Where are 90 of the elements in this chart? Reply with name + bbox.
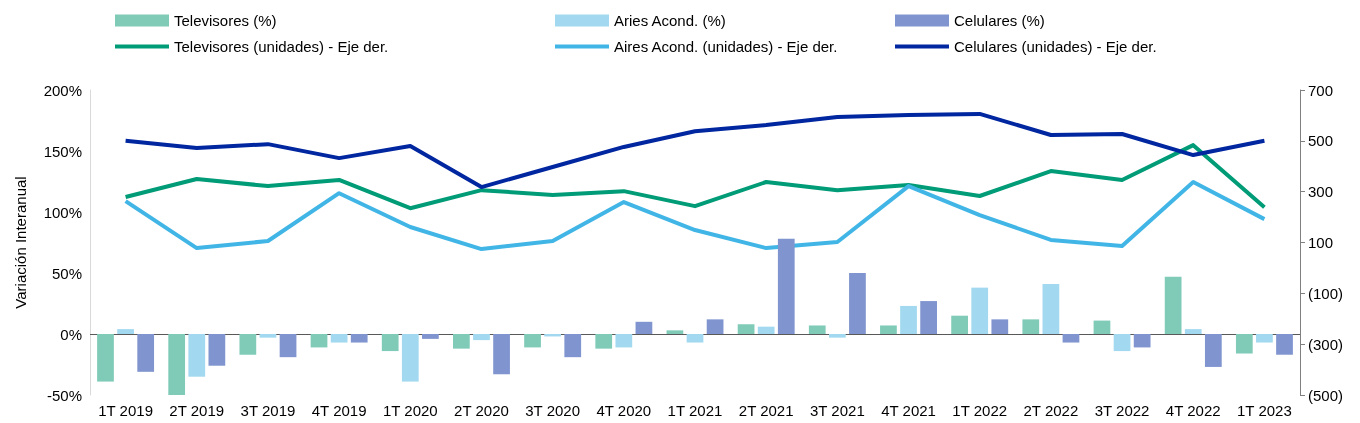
bar [381,334,399,352]
x-tick-label: 1T 2021 [667,402,723,419]
legend-label: Aries Acond. (%) [614,12,726,29]
bar [1184,329,1202,334]
bar [849,273,866,334]
x-tick-label: 1T 2019 [98,402,153,419]
bar [1235,334,1253,354]
y2-tick-label: 100 [1308,234,1334,251]
bar [239,334,257,355]
bar [1276,334,1293,355]
bar [1256,334,1273,343]
x-tick-label: 1T 2020 [382,402,438,419]
bar [635,321,653,334]
x-tick-label: 4T 2020 [596,402,652,419]
y2-tick-label: (300) [1308,335,1344,353]
bar [279,334,297,358]
bar [595,334,613,349]
x-tick-label: 2T 2021 [738,402,794,419]
bar [1022,319,1040,334]
bar [524,334,541,348]
bar [757,326,775,334]
bar [828,334,846,338]
x-tick-label: 2T 2019 [169,402,225,419]
bar [330,334,348,343]
bar [666,330,684,334]
bar [259,334,277,338]
bar [188,334,206,377]
x-tick-label: 3T 2021 [809,402,865,419]
bar [777,238,795,334]
bar [1133,334,1151,348]
bar [168,334,186,395]
bar [137,334,155,372]
x-tick-label: 2T 2020 [454,402,509,419]
x-tick-label: 4T 2019 [311,402,367,419]
x-tick-label: 2T 2022 [1023,402,1079,419]
bar [991,319,1009,334]
legend-label: Televisores (unidades) - Eje der. [174,38,389,55]
bar [1093,320,1111,334]
x-tick-label: 3T 2022 [1094,402,1150,419]
bar [615,334,633,348]
y2-tick-label: 500 [1308,132,1334,150]
line-series [123,143,1267,211]
y-tick-label: 200% [43,81,82,99]
bar [453,334,470,349]
bar [564,334,582,358]
y2-tick-label: 300 [1308,183,1334,201]
bar [1113,334,1131,352]
y-tick-label: 150% [43,142,82,160]
y2-tick-label: (100) [1308,284,1344,302]
y2-tick-label: 700 [1308,81,1334,99]
y-tick-label: 50% [51,264,82,282]
bar [971,287,989,334]
bar [117,329,134,334]
legend-label: Aires Acond. (unidades) - Eje der. [614,38,838,55]
bar [208,334,226,366]
bar [686,334,704,343]
x-tick-label: 3T 2020 [525,402,581,419]
bar [422,334,439,339]
bar [808,325,826,334]
x-tick-label: 1T 2022 [952,402,1008,419]
y-tick-label: 100% [43,203,82,221]
bar [401,334,419,382]
legend-label: Celulares (unidades) - Eje der. [954,38,1157,55]
bar [920,301,937,334]
bar [1042,283,1060,334]
bar [880,325,897,334]
bar [706,319,724,334]
bar [350,334,368,343]
x-tick-label: 1T 2023 [1237,402,1292,419]
y-tick-label: 0% [60,325,82,343]
bar [951,315,968,334]
legend-label: Televisores (%) [174,12,277,29]
bar [1204,334,1222,367]
y-tick-label: -50% [46,386,82,404]
y-axis-title: Variación Interanual [12,176,29,309]
line-series [123,111,1267,190]
x-tick-label: 4T 2021 [881,402,936,419]
bar [310,334,328,348]
bar [1164,276,1182,334]
bar [97,334,114,382]
y2-tick-label: (500) [1308,386,1344,404]
bar [473,334,490,341]
x-tick-label: 3T 2019 [240,402,296,419]
legend-label: Celulares (%) [954,12,1045,29]
line-series [123,180,1267,252]
bar [1062,334,1080,343]
x-tick-label: 4T 2022 [1165,402,1221,419]
bar [737,324,755,334]
bar [493,334,510,375]
bar [900,305,917,334]
